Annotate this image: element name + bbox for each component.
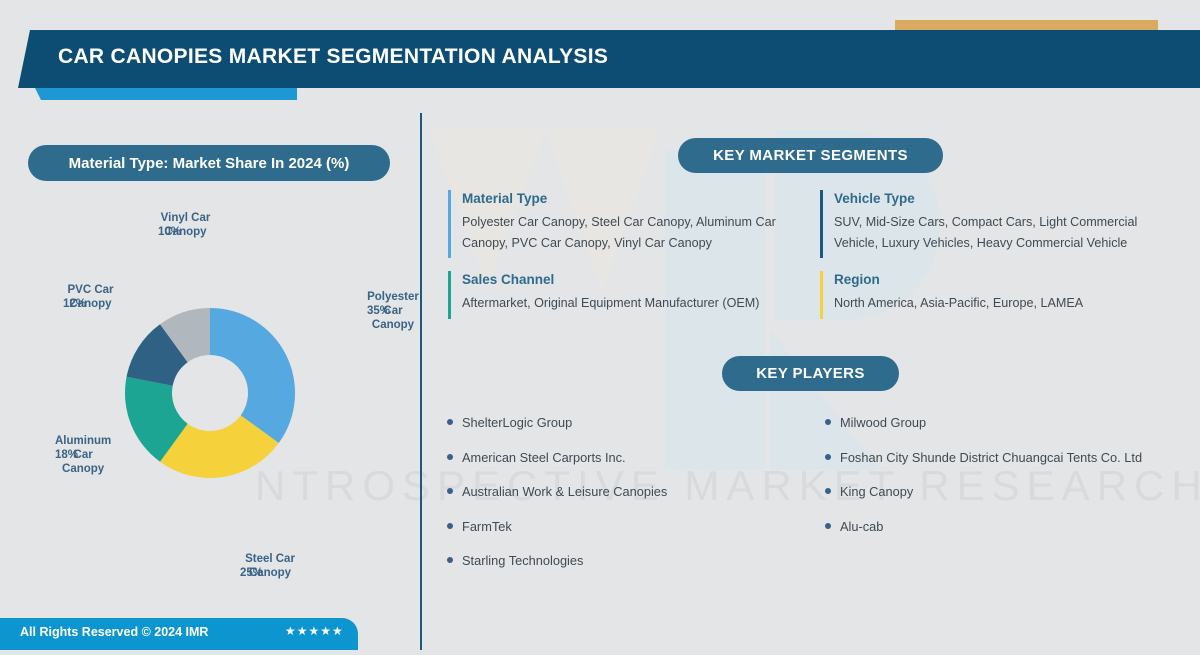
list-item: King Canopy [818,483,1200,518]
segment-title-material-type: Material Type [462,191,548,206]
header-band [18,30,1200,88]
segment-card-vehicle-type: Vehicle Type SUV, Mid-Size Cars, Compact… [820,190,1170,258]
donut-label-aluminum-value: 18% [55,449,79,461]
player-name: Australian Work & Leisure Canopies [462,484,668,499]
donut-chart-svg [124,308,296,479]
donut-label-aluminum-name: Aluminum Car Canopy [55,435,112,475]
list-item: Starling Technologies [440,552,820,587]
donut-slice-polyester [210,308,296,444]
bullet-icon [447,557,453,563]
list-item: American Steel Carports Inc. [440,449,820,484]
bullet-icon [825,522,831,529]
copyright-text: All Rights Reserved © 2024 IMR [20,625,209,639]
segment-card-material-type: Material Type Polyester Car Canopy, Stee… [448,190,798,258]
player-name: FarmTek [462,518,512,534]
key-players-heading: KEY PLAYERS [722,356,899,391]
rating-stars-icon: ★★★★★ [285,624,344,638]
segment-accent-vehicle-type [820,190,823,258]
player-name: King Canopy [840,484,914,499]
key-players-list-left: ShelterLogic Group American Steel Carpor… [440,414,820,587]
donut-slice-vinyl [160,308,210,363]
footer-bar [0,618,358,650]
donut-label-vinyl-value: 10% [158,226,182,238]
page-title: CAR CANOPIES MARKET SEGMENTATION ANALYSI… [58,45,609,68]
vertical-divider [420,113,422,650]
list-item: Foshan City Shunde District Chuangcai Te… [818,449,1200,484]
donut-label-steel: Steel Car Canopy 25% [180,552,300,579]
list-item: ShelterLogic Group [440,414,820,449]
bullet-icon [825,453,831,460]
player-name: Milwood Group [840,415,927,430]
bullet-icon [447,522,453,529]
donut-label-steel-name: Steel Car Canopy [245,553,295,579]
key-market-segments-heading: KEY MARKET SEGMENTS [678,138,943,173]
bullet-icon [447,453,453,460]
segment-accent-sales-channel [448,271,451,319]
donut-label-polyester-name: Polyester Car Canopy [367,291,419,331]
player-name: Starling Technologies [462,553,584,568]
donut-label-pvc-value: 12% [63,298,87,310]
donut-label-pvc: PVC Car Canopy 12% [8,283,118,310]
list-item: Milwood Group [818,414,1200,449]
donut-label-vinyl: Vinyl Car Canopy 10% [103,211,213,238]
donut-chart [110,293,310,493]
donut-label-polyester: Polyester Car Canopy 35% [315,290,419,331]
segment-accent-region [820,271,823,319]
header-cyan-accent [35,88,297,100]
donut-slice-pvc [126,324,188,386]
list-item: Australian Work & Leisure Canopies [440,483,820,518]
segment-value-region: North America, Asia-Pacific, Europe, LAM… [834,296,1084,310]
list-item: Alu-cab [818,518,1200,553]
segment-title-vehicle-type: Vehicle Type [834,191,915,206]
segment-value-vehicle-type: SUV, Mid-Size Cars, Compact Cars, Light … [834,215,1138,250]
donut-slice-aluminum [124,376,188,462]
header-gold-accent [895,20,1158,31]
donut-slice-steel [160,415,279,479]
bullet-icon [825,488,831,494]
segment-accent-material-type [448,190,451,258]
segment-value-material-type: Polyester Car Canopy, Steel Car Canopy, … [462,215,776,250]
donut-label-steel-value: 25% [240,567,264,579]
segment-title-region: Region [834,272,880,287]
player-name: ShelterLogic Group [462,415,573,430]
key-players-list-right: Milwood Group Foshan City Shunde Distric… [818,414,1200,552]
player-name: American Steel Carports Inc. [462,449,626,465]
donut-label-pvc-name: PVC Car Canopy [67,284,114,310]
segment-title-sales-channel: Sales Channel [462,272,555,287]
donut-label-aluminum: Aluminum Car Canopy 18% [0,434,111,475]
bullet-icon [447,419,453,425]
list-item: FarmTek [440,518,820,553]
player-name: Alu-cab [840,518,884,534]
player-name: Foshan City Shunde District Chuangcai Te… [840,449,1143,465]
donut-label-vinyl-name: Vinyl Car Canopy [160,212,211,238]
bullet-icon [825,419,831,425]
chart-title-pill: Material Type: Market Share In 2024 (%) [28,145,390,181]
segment-card-sales-channel: Sales Channel Aftermarket, Original Equi… [448,271,798,319]
bullet-icon [447,488,453,494]
segment-value-sales-channel: Aftermarket, Original Equipment Manufact… [462,296,760,310]
segment-card-region: Region North America, Asia-Pacific, Euro… [820,271,1170,319]
donut-label-polyester-value: 35% [367,305,391,317]
